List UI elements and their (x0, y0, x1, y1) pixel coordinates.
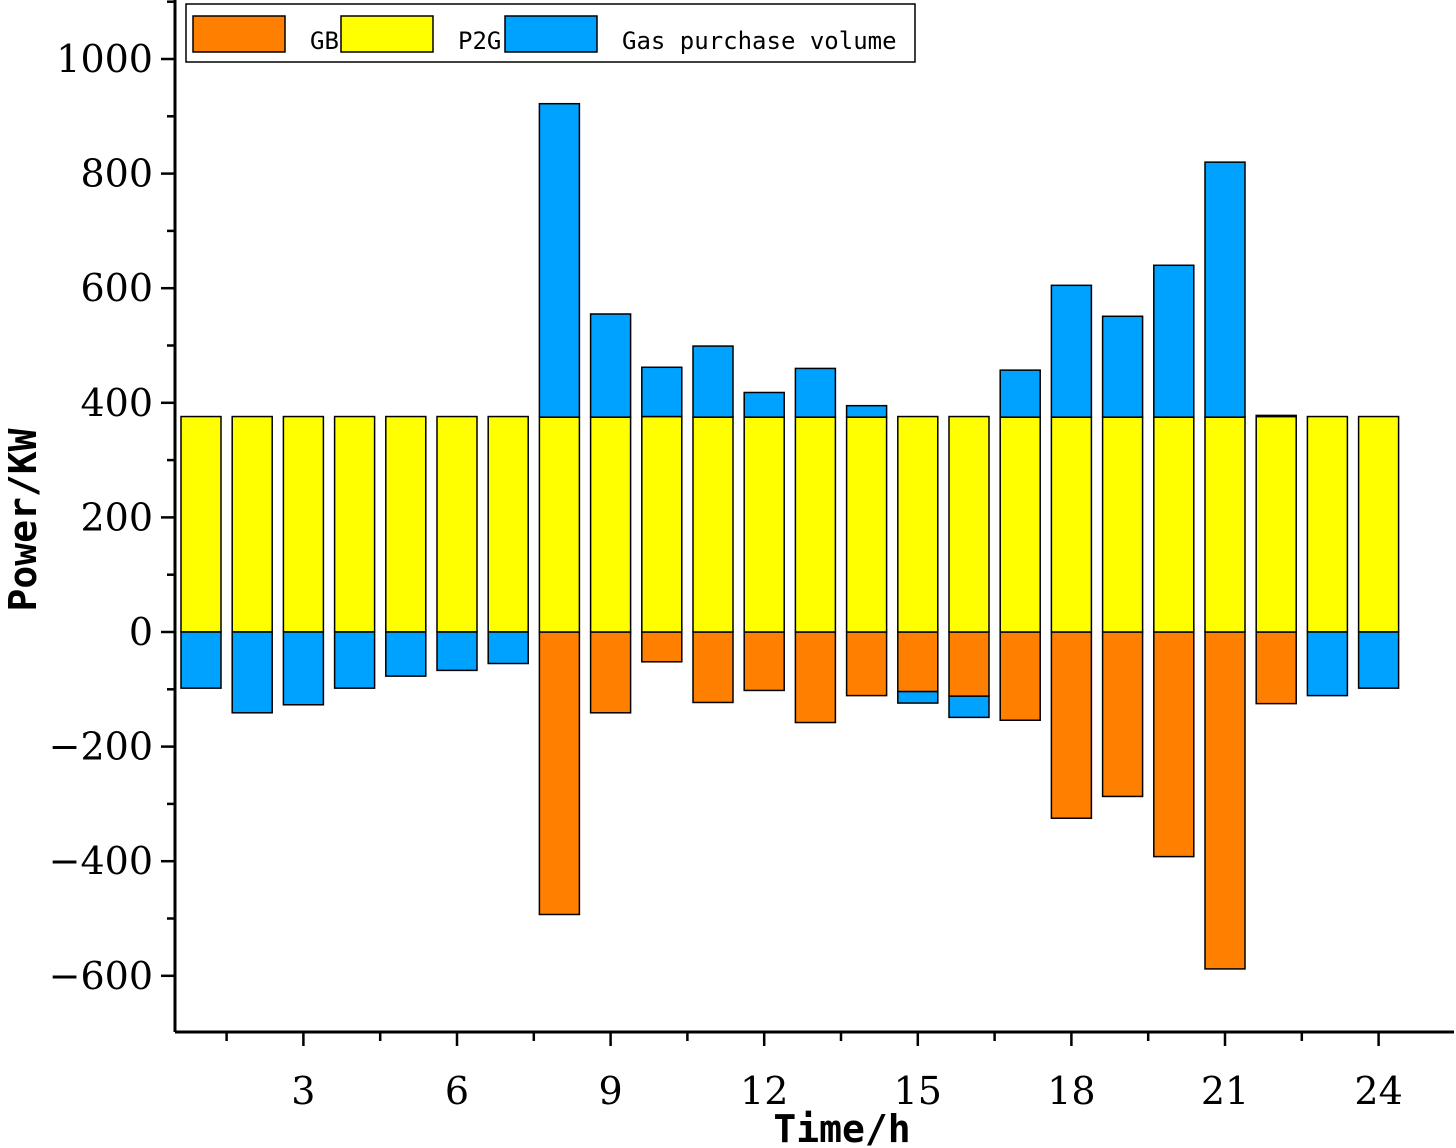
bar-p2g-t14 (845, 416, 888, 633)
y-axis-title: Power/KW (1, 428, 45, 611)
x-tick-label: 15 (894, 1069, 942, 1113)
legend: GB P2G Gas purchase volume (185, 3, 916, 63)
bar-p2g-t17 (999, 416, 1041, 633)
x-ticks-group: 3 6 9 12 15 18 21 24 (225, 1032, 1403, 1113)
bar-p2g-t13 (794, 416, 837, 633)
bar-p2g-t22 (1255, 415, 1297, 633)
bar-gas-purchase-volume-t1 (180, 631, 222, 689)
bar-p2g-t1 (180, 415, 222, 633)
y-tick-label: 1000 (56, 37, 153, 81)
legend-swatch-gas-purchase (504, 15, 598, 53)
bar-gb-t22 (1255, 631, 1297, 705)
bar-p2g-t2 (231, 415, 273, 633)
y-ticks-group: −600 −400 −200 0 200 400 600 800 1000 (49, 0, 175, 998)
bar-gas-purchase-volume-t8 (538, 102, 581, 418)
bar-gas-purchase-volume-t23 (1306, 631, 1349, 697)
bar-gas-purchase-volume-t11 (692, 345, 734, 418)
y-tick-label: 400 (80, 381, 153, 425)
bar-p2g-t5 (385, 415, 427, 633)
bar-gb-t21 (1204, 631, 1246, 970)
x-tick-label: 21 (1201, 1069, 1249, 1113)
y-tick-label: −400 (49, 839, 153, 883)
bar-gas-purchase-volume-t20 (1153, 264, 1195, 418)
bar-gb-t16 (948, 631, 990, 697)
x-tick-label: 18 (1047, 1069, 1095, 1113)
x-tick-label: 24 (1354, 1069, 1402, 1113)
bar-gb-t18 (1050, 631, 1093, 819)
bar-p2g-t6 (436, 415, 478, 633)
y-tick-label: 200 (80, 495, 153, 539)
x-tick-label: 3 (291, 1069, 315, 1113)
x-tick-label: 12 (740, 1069, 788, 1113)
bar-p2g-t9 (589, 416, 632, 633)
bar-gas-purchase-volume-t5 (385, 631, 427, 677)
bar-gb-t11 (692, 631, 734, 704)
y-tick-label: 800 (80, 152, 153, 196)
bar-p2g-t21 (1204, 416, 1246, 633)
bar-gas-purchase-volume-t17 (999, 369, 1041, 418)
bar-gas-purchase-volume-t6 (436, 631, 478, 672)
bar-gas-purchase-volume-t18 (1050, 284, 1093, 418)
bar-gas-purchase-volume-t15 (897, 690, 939, 704)
bar-gb-t15 (897, 631, 939, 693)
bar-p2g-t16 (948, 415, 990, 633)
bar-p2g-t15 (897, 415, 939, 633)
y-tick-label: −200 (49, 725, 153, 769)
bar-gas-purchase-volume-t24 (1357, 631, 1400, 689)
bar-gas-purchase-volume-t10 (641, 366, 683, 418)
bar-p2g-t8 (538, 416, 581, 633)
bar-p2g-t24 (1357, 415, 1400, 633)
legend-label-p2g: P2G (458, 27, 501, 55)
bar-p2g-t12 (743, 416, 785, 633)
y-tick-label: 0 (129, 610, 153, 654)
bar-gb-t10 (641, 631, 683, 663)
y-tick-label: −600 (49, 954, 153, 998)
legend-swatch-p2g (340, 15, 434, 53)
bar-gas-purchase-volume-t16 (948, 695, 990, 719)
legend-swatch-gb (192, 15, 286, 53)
bar-p2g-t4 (333, 415, 376, 633)
bar-p2g-t3 (282, 415, 325, 633)
bar-gas-purchase-volume-t2 (231, 631, 273, 714)
bar-gb-t17 (999, 631, 1041, 721)
bar-gb-t20 (1153, 631, 1195, 858)
x-tick-label: 9 (599, 1069, 623, 1113)
bar-gas-purchase-volume-t4 (333, 631, 376, 689)
bar-gas-purchase-volume-t22 (1255, 414, 1297, 418)
x-tick-label: 6 (445, 1069, 469, 1113)
legend-label-gb: GB (310, 27, 339, 55)
bar-p2g-t18 (1050, 416, 1093, 633)
x-axis-title: Time/h (773, 1107, 910, 1148)
bar-p2g-t19 (1101, 416, 1144, 633)
bar-gas-purchase-volume-t3 (282, 631, 325, 706)
bar-p2g-t20 (1153, 416, 1195, 633)
y-tick-label: 600 (80, 266, 153, 310)
legend-label-gas-purchase: Gas purchase volume (622, 27, 897, 55)
bar-gas-purchase-volume-t14 (845, 404, 888, 418)
bar-p2g-t11 (692, 416, 734, 633)
bar-gb-t8 (538, 631, 581, 916)
bar-gas-purchase-volume-t13 (794, 367, 837, 418)
bar-gas-purchase-volume-t19 (1101, 315, 1144, 418)
bar-gb-t9 (589, 631, 632, 714)
bar-gas-purchase-volume-t21 (1204, 161, 1246, 418)
bar-gb-t19 (1101, 631, 1144, 798)
bar-gb-t13 (794, 631, 837, 724)
bar-p2g-t23 (1306, 415, 1349, 633)
bar-p2g-t10 (641, 415, 683, 633)
bar-gb-t14 (845, 631, 888, 697)
bar-gas-purchase-volume-t9 (589, 313, 632, 418)
bar-gb-t12 (743, 631, 785, 692)
bar-p2g-t7 (487, 415, 529, 633)
bars-group (180, 102, 1400, 970)
bar-gas-purchase-volume-t7 (487, 631, 529, 665)
bar-gas-purchase-volume-t12 (743, 391, 785, 418)
